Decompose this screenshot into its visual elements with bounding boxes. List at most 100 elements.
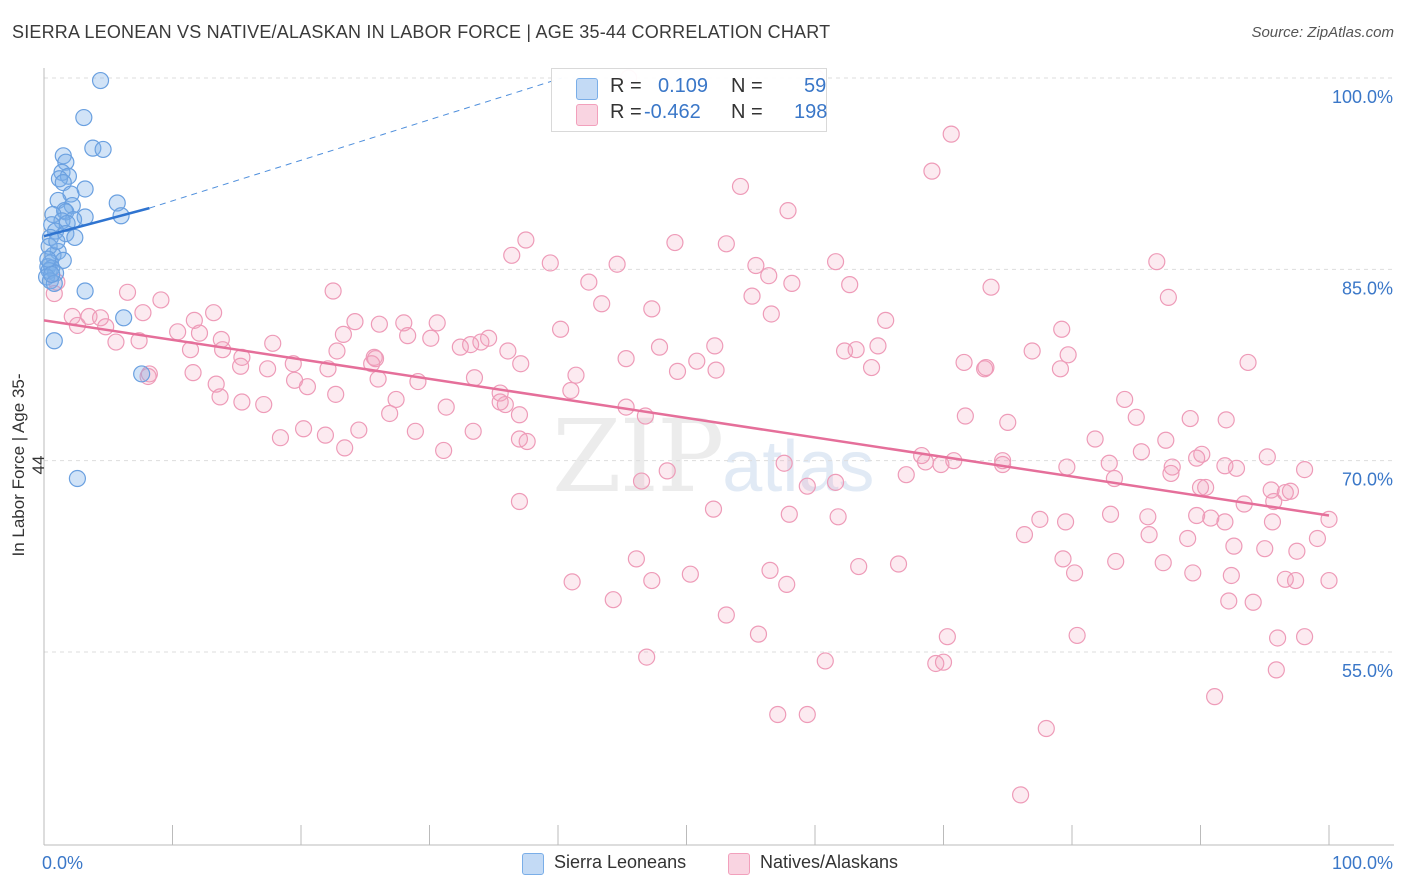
native-alaskan-point xyxy=(798,477,816,495)
native-alaskan-point xyxy=(717,235,735,253)
native-alaskan-point xyxy=(956,407,974,425)
native-alaskan-point xyxy=(214,341,232,359)
native-alaskan-point xyxy=(480,329,498,347)
native-alaskan-point xyxy=(1054,550,1072,568)
native-alaskan-point xyxy=(422,329,440,347)
sierra-leonean-point xyxy=(115,309,133,327)
native-alaskan-point xyxy=(517,231,535,249)
native-alaskan-point xyxy=(1127,408,1145,426)
native-alaskan-point xyxy=(518,432,536,451)
native-alaskan-point xyxy=(510,406,529,424)
native-alaskan-point xyxy=(681,565,699,583)
native-alaskan-point xyxy=(1263,513,1282,531)
native-alaskan-point xyxy=(1086,430,1104,448)
native-alaskan-point xyxy=(462,335,480,354)
native-alaskan-point xyxy=(1065,564,1084,582)
native-alaskan-point xyxy=(841,276,859,294)
native-alaskan-point xyxy=(551,320,570,338)
native-alaskan-point xyxy=(666,233,684,252)
native-alaskan-point xyxy=(324,282,342,300)
native-alaskan-point xyxy=(780,505,798,523)
native-alaskan-point xyxy=(1268,629,1287,647)
legend-swatch-blue xyxy=(576,78,598,100)
native-alaskan-point xyxy=(211,388,229,406)
native-alaskan-trend-line xyxy=(43,319,1330,517)
native-alaskan-point xyxy=(399,327,417,345)
sierra-leonean-trend-extension xyxy=(149,77,563,209)
native-alaskan-point xyxy=(369,370,387,388)
native-alaskan-point xyxy=(499,342,517,360)
native-alaskan-point xyxy=(923,162,941,180)
native-alaskan-point xyxy=(1216,513,1234,531)
native-alaskan-point xyxy=(1100,454,1118,472)
native-alaskan-point xyxy=(91,309,110,327)
native-alaskan-point xyxy=(816,652,834,670)
native-alaskan-point xyxy=(97,318,115,336)
native-alaskan-point xyxy=(1288,542,1306,560)
native-alaskan-point xyxy=(942,125,960,143)
native-alaskan-point xyxy=(346,313,364,331)
native-alaskan-point xyxy=(264,334,282,352)
native-alaskan-point xyxy=(1148,253,1166,271)
native-alaskan-point xyxy=(472,333,490,351)
y-axis-title: In Labor Force | Age 35-44 xyxy=(9,373,48,557)
native-alaskan-point xyxy=(1188,449,1206,467)
source-label: Source: ZipAtlas.com xyxy=(1251,24,1394,41)
native-alaskan-point xyxy=(862,358,881,377)
native-alaskan-point xyxy=(1031,510,1049,528)
native-alaskan-point xyxy=(1276,570,1294,588)
native-alaskan-point xyxy=(169,323,187,341)
native-alaskan-point xyxy=(496,395,514,414)
native-alaskan-point xyxy=(395,314,413,332)
native-alaskan-point xyxy=(982,278,1000,296)
legend-n-value: 198 xyxy=(794,101,828,123)
native-alaskan-point xyxy=(1132,443,1150,461)
native-alaskan-point xyxy=(370,315,388,333)
watermark-zip: ZIP xyxy=(552,398,724,515)
native-alaskan-point xyxy=(1159,288,1177,306)
native-alaskan-point xyxy=(798,705,816,724)
native-alaskan-point xyxy=(658,462,676,480)
native-alaskan-point xyxy=(829,508,847,526)
native-alaskan-point xyxy=(327,385,345,403)
native-alaskan-point xyxy=(1320,571,1338,590)
sierra-leonean-point xyxy=(48,232,66,250)
native-alaskan-point xyxy=(704,500,723,518)
native-alaskan-points xyxy=(45,69,1338,804)
native-alaskan-point xyxy=(976,360,994,378)
native-alaskan-point xyxy=(706,337,724,355)
legend-r-label: R = xyxy=(610,75,642,97)
x-tick-label: 100.0% xyxy=(1332,853,1393,873)
y-tick-label: 85.0% xyxy=(1342,278,1393,298)
native-alaskan-point xyxy=(593,295,611,313)
y-tick-label: 100.0% xyxy=(1332,87,1393,107)
sierra-leonean-point xyxy=(91,71,110,90)
native-alaskan-point xyxy=(435,441,453,460)
sierra-leonean-point xyxy=(75,108,93,127)
bottom-legend-label: Sierra Leoneans xyxy=(554,852,687,872)
native-alaskan-point xyxy=(118,283,137,301)
native-alaskan-point xyxy=(1037,719,1055,738)
native-alaskan-point xyxy=(1157,431,1175,449)
native-alaskan-point xyxy=(1154,554,1172,572)
native-alaskan-point xyxy=(107,333,125,351)
native-alaskan-point xyxy=(847,341,865,359)
y-tick-label: 55.0% xyxy=(1342,661,1393,681)
native-alaskan-point xyxy=(1239,353,1257,372)
legend-n-label: N = xyxy=(731,75,763,97)
native-alaskan-point xyxy=(889,555,908,573)
native-alaskan-point xyxy=(999,413,1017,431)
sierra-leonean-point xyxy=(68,469,87,488)
native-alaskan-point xyxy=(1181,409,1199,428)
native-alaskan-point xyxy=(1220,592,1238,610)
native-alaskan-point xyxy=(232,357,250,375)
native-alaskan-point xyxy=(45,284,63,303)
native-alaskan-point xyxy=(638,648,656,666)
legend-n-label: N = xyxy=(731,101,763,123)
x-tick-label: 0.0% xyxy=(42,853,83,873)
native-alaskan-point xyxy=(1140,526,1158,544)
native-alaskan-point xyxy=(1179,529,1197,548)
native-alaskan-point xyxy=(562,381,580,400)
sierra-leonean-point xyxy=(39,250,57,268)
native-alaskan-point xyxy=(877,311,895,329)
